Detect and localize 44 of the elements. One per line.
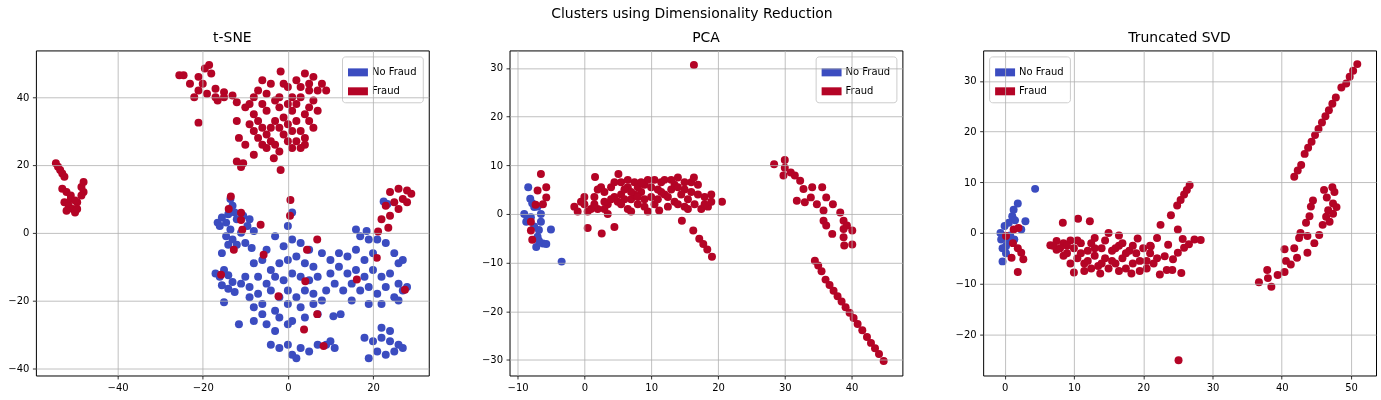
x-tick-label: 0 xyxy=(285,381,292,393)
y-tick-label: 30 xyxy=(963,75,977,87)
legend-label: No Fraud xyxy=(1019,66,1064,78)
x-tick-label: 50 xyxy=(1345,381,1358,393)
y-tick-label: 0 xyxy=(970,227,977,239)
x-tick-label: −10 xyxy=(507,381,529,393)
x-tick-label: 40 xyxy=(845,381,859,393)
y-tick-label: −30 xyxy=(482,354,504,366)
y-tick-label: −20 xyxy=(8,295,30,307)
y-tick-label: 10 xyxy=(963,176,977,188)
x-tick-label: 30 xyxy=(1206,381,1220,393)
y-tick-label: −20 xyxy=(482,305,504,317)
y-tick-label: −20 xyxy=(955,328,977,340)
x-tick-label: 20 xyxy=(712,381,725,393)
x-tick-label: 0 xyxy=(581,381,589,393)
y-tick-label: 30 xyxy=(490,62,504,74)
text: Clusters using Dimensionality Reduction xyxy=(551,5,833,22)
y-tick-label: 20 xyxy=(490,111,504,123)
x-tick-label: 30 xyxy=(778,381,792,393)
y-tick-label: 20 xyxy=(963,126,977,138)
chart-title: PCA xyxy=(692,29,721,46)
chart-title: Truncated SVD xyxy=(1127,29,1231,46)
chart-title: t-SNE xyxy=(213,29,252,46)
y-tick-label: 40 xyxy=(16,91,30,103)
x-tick-label: 10 xyxy=(1068,381,1081,393)
y-tick-label: −10 xyxy=(955,278,977,290)
x-tick-label: 40 xyxy=(1275,381,1289,393)
legend-label: Fraud xyxy=(1019,85,1047,97)
x-tick-label: 20 xyxy=(367,381,380,393)
x-tick-label: 20 xyxy=(1137,381,1151,393)
y-tick-label: 0 xyxy=(496,208,504,220)
x-tick-label: −20 xyxy=(192,381,214,393)
y-tick-label: 20 xyxy=(16,159,30,171)
legend-label: No Fraud xyxy=(845,66,891,78)
y-tick-label: 0 xyxy=(23,227,30,239)
x-tick-label: 10 xyxy=(645,381,659,393)
legend-label: No Fraud xyxy=(371,66,417,78)
x-tick-label: 0 xyxy=(1001,381,1009,393)
y-tick-label: −10 xyxy=(482,257,504,269)
legend-label: Fraud xyxy=(371,85,400,97)
y-tick-label: 10 xyxy=(490,159,504,171)
y-tick-label: −40 xyxy=(8,362,30,374)
legend-label: Fraud xyxy=(845,85,874,97)
x-tick-label: −40 xyxy=(107,381,129,393)
